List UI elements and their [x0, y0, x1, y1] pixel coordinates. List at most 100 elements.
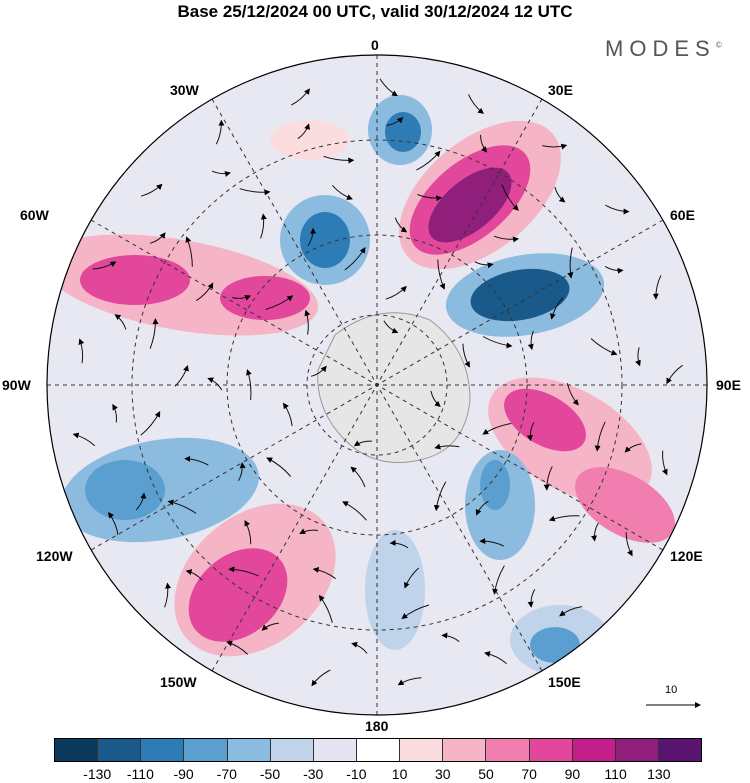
wind-arrow	[135, 492, 147, 511]
modes-logo: MODES©	[605, 36, 722, 61]
wind-arrow	[331, 184, 353, 200]
lon-label-120w: 120W	[36, 548, 73, 564]
wind-arrow	[140, 183, 163, 197]
negative-anomaly-core	[470, 268, 570, 322]
colorbar-tick-label: 70	[521, 766, 537, 782]
wind-arrow	[323, 155, 355, 164]
lon-label-120e: 120E	[670, 548, 703, 564]
colorbar-tick-label: 110	[604, 766, 627, 782]
wind-arrow	[482, 336, 513, 349]
antarctica-landmass	[317, 312, 471, 463]
lon-label-150w: 150W	[160, 674, 197, 690]
wind-arrow	[554, 186, 566, 203]
wind-arrow	[207, 377, 223, 391]
wind-arrow	[350, 466, 366, 488]
colorbar-swatch	[227, 739, 271, 761]
wind-arrow	[605, 204, 630, 215]
wind-arrow	[164, 582, 172, 608]
colorbar-swatch	[313, 739, 357, 761]
colorbar-tick-label: -10	[346, 766, 367, 782]
wind-arrow	[604, 265, 624, 274]
wind-arrow	[244, 520, 252, 545]
wind-arrow	[312, 566, 337, 580]
wind-arrow	[594, 421, 606, 452]
wind-arrow	[282, 402, 293, 426]
lon-label-90e: 90E	[716, 377, 741, 393]
wind-arrow	[526, 422, 535, 442]
wind-arrow	[479, 538, 505, 547]
wind-arrow	[403, 567, 420, 589]
wind-streamlines	[72, 78, 683, 687]
wind-arrow	[266, 457, 292, 477]
wind-arrow	[167, 499, 197, 514]
graticule	[47, 55, 707, 715]
colorbar	[54, 738, 702, 762]
wind-arrow	[416, 150, 441, 171]
lon-label-60e: 60E	[670, 207, 695, 223]
colorbar-swatch	[141, 739, 185, 761]
wind-arrow	[625, 532, 633, 557]
wind-arrow	[434, 443, 460, 450]
wind-arrow	[591, 522, 599, 542]
wind-arrow	[493, 235, 519, 243]
wind-arrow	[383, 320, 399, 334]
wind-arrow	[299, 528, 318, 534]
wind-arrow	[260, 213, 267, 239]
wind-arrow	[401, 604, 430, 620]
positive-anomaly-core	[504, 388, 586, 452]
positive-anomaly-core	[188, 548, 288, 642]
wind-arrow	[468, 94, 484, 114]
wind-arrow	[265, 295, 294, 310]
lon-label-0: 0	[371, 37, 379, 53]
colorbar-tick-label: -50	[259, 766, 281, 782]
colorbar-swatch	[55, 739, 99, 761]
wind-arrow	[310, 365, 327, 377]
wind-arrow	[397, 677, 422, 686]
wind-arrow	[567, 247, 574, 279]
positive-anomaly-weak	[270, 120, 350, 160]
colorbar-tick-label: 90	[564, 766, 581, 782]
colorbar-swatch	[356, 739, 401, 761]
wind-arrow	[318, 594, 333, 623]
colorbar-swatch	[486, 739, 530, 761]
wind-arrow	[184, 455, 209, 466]
colorbar-swatch	[529, 739, 573, 761]
colorbar-swatch	[615, 739, 659, 761]
colorbar-swatch	[443, 739, 487, 761]
map-title: Base 25/12/2024 00 UTC, valid 30/12/2024…	[177, 2, 573, 21]
wind-arrow	[304, 309, 311, 335]
wind-arrow	[379, 78, 398, 97]
wind-arrow	[527, 330, 534, 351]
colorbar-tick-label: -130	[83, 766, 112, 782]
map-border	[46, 54, 708, 716]
colorbar-swatch	[572, 739, 616, 761]
wind-arrow	[437, 259, 446, 290]
wind-arrow	[662, 450, 668, 476]
wind-arrow	[72, 432, 96, 447]
wind-arrow	[195, 282, 214, 302]
colorbar-swatch	[658, 739, 702, 761]
wind-arrow	[185, 569, 203, 581]
wind-arrow	[353, 440, 373, 447]
wind-arrow	[92, 261, 117, 270]
negative-anomaly-core	[480, 460, 510, 510]
reference-vector-label: 10	[665, 684, 678, 696]
wind-arrow	[430, 390, 441, 408]
anomaly-field	[47, 55, 707, 715]
wind-arrow	[492, 565, 505, 595]
colorbar-swatch	[98, 739, 142, 761]
lon-label-30e: 30E	[548, 82, 573, 98]
wind-arrow	[297, 123, 310, 140]
wind-arrow	[559, 606, 583, 617]
wind-arrow	[307, 227, 317, 247]
wind-arrow	[548, 515, 580, 522]
lon-label-180: 180	[365, 718, 389, 734]
wind-arrow	[238, 462, 246, 482]
wind-arrow	[394, 217, 408, 233]
wind-arrow	[542, 143, 568, 150]
negative-anomaly-area	[365, 530, 425, 650]
wind-arrow	[215, 119, 225, 145]
wind-arrow	[480, 134, 488, 153]
wind-arrow	[624, 443, 642, 453]
